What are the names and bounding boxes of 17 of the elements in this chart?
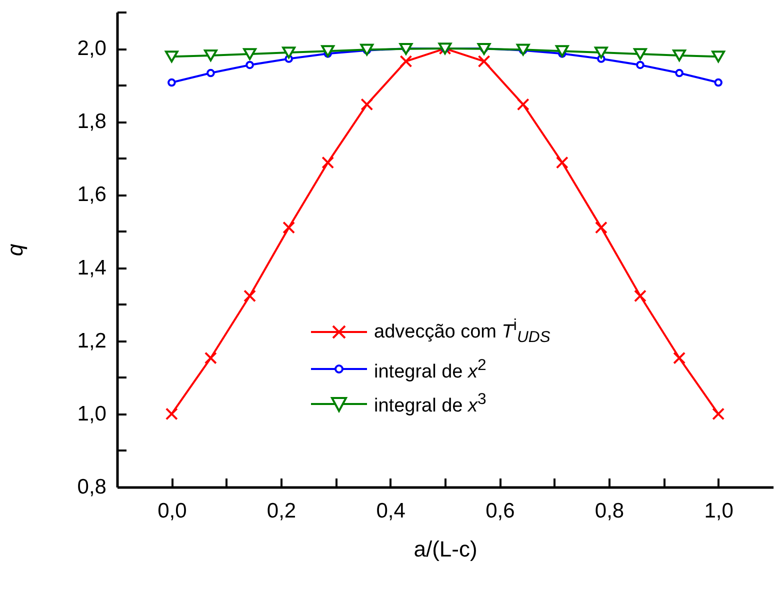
y-tick-label: 1,2 bbox=[77, 329, 106, 352]
x-tick-label: 0,4 bbox=[376, 500, 406, 522]
y-tick-label: 2,0 bbox=[77, 37, 106, 60]
y-axis-title: q bbox=[2, 243, 28, 256]
legend-label: integral de x$^{3}$ bbox=[374, 390, 486, 419]
y-tick-label: 1,0 bbox=[77, 402, 106, 426]
y-tick-label: 1,8 bbox=[77, 110, 106, 134]
x-axis-title: a/(L-c) bbox=[414, 536, 478, 562]
y-tick-label: 1,6 bbox=[77, 183, 106, 206]
legend-label: integral de x$^{2}$ bbox=[374, 356, 486, 384]
x-tick-label: 0,6 bbox=[486, 500, 515, 522]
x-tick-label: 1,0 bbox=[704, 500, 734, 522]
x-tick-label: 0,2 bbox=[266, 500, 296, 522]
y-tick-label: 1,4 bbox=[77, 256, 107, 280]
x-tick-label: 0,0 bbox=[158, 500, 187, 522]
y-tick-label: 0,8 bbox=[77, 476, 106, 498]
x-tick-label: 0,8 bbox=[594, 500, 624, 522]
